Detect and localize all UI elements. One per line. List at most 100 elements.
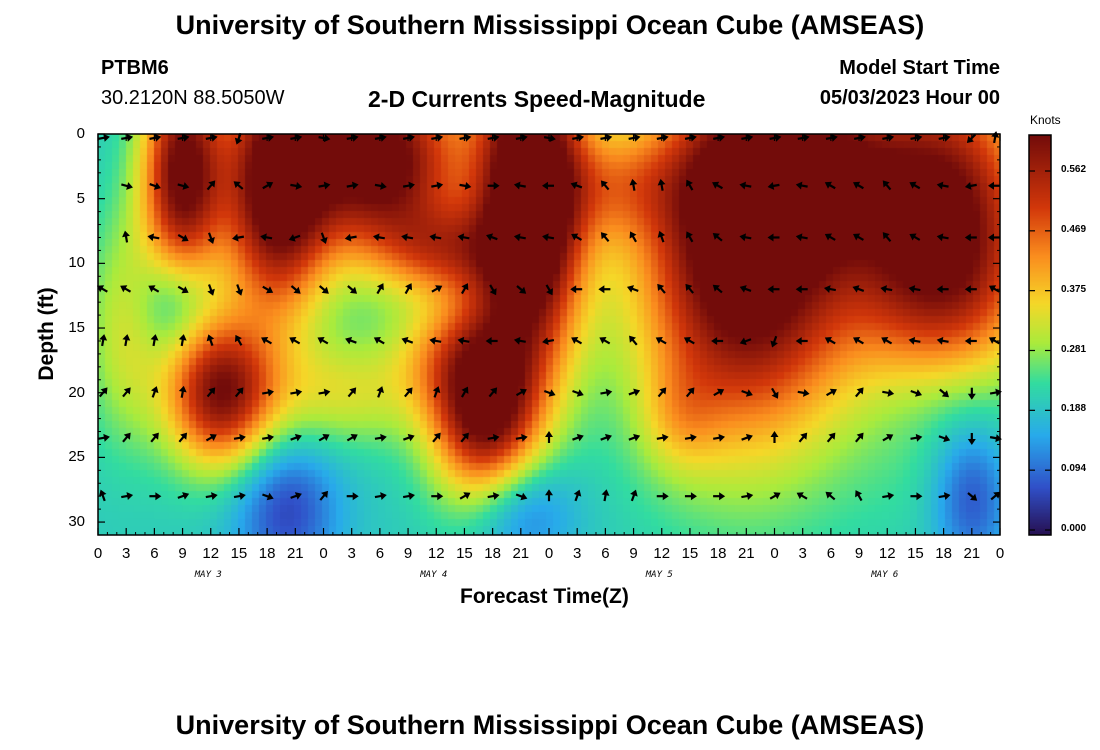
current-arrow [770, 430, 779, 443]
current-arrow [97, 133, 110, 142]
current-arrow [936, 336, 949, 345]
current-arrow [796, 492, 808, 500]
current-arrow [769, 133, 782, 142]
current-arrow [431, 133, 444, 142]
current-arrow [489, 284, 497, 296]
current-arrow [711, 336, 724, 345]
current-arrow [515, 492, 528, 501]
current-arrow [739, 337, 752, 346]
current-arrow [601, 489, 610, 502]
current-arrow [825, 491, 836, 501]
current-arrow [852, 285, 865, 293]
plot-frame [97, 133, 1001, 536]
current-arrow [882, 180, 892, 191]
current-arrow [402, 181, 415, 190]
current-arrow [964, 181, 977, 190]
x-tick-label: 0 [544, 545, 554, 562]
current-arrow [122, 334, 131, 347]
chart-title: 2-D Currents Speed-Magnitude [368, 86, 706, 112]
current-arrow [121, 133, 134, 142]
current-arrow [177, 234, 189, 242]
current-arrow [429, 233, 442, 242]
x-tick-label: 0 [995, 545, 1005, 562]
current-arrow [233, 433, 246, 442]
current-arrow [487, 492, 500, 500]
current-arrow [487, 181, 500, 190]
current-arrow [628, 433, 641, 442]
x-tick-label: 18 [484, 545, 501, 562]
current-arrow [712, 284, 723, 294]
current-arrow [431, 492, 444, 501]
current-arrow [344, 233, 357, 242]
current-arrow [487, 433, 500, 442]
current-arrow [346, 492, 359, 501]
current-arrow [882, 388, 895, 397]
current-arrow [457, 233, 470, 242]
current-arrow [909, 233, 921, 241]
current-arrow [989, 388, 1002, 397]
day-label: MAY 4 [420, 570, 448, 580]
current-arrow [347, 285, 358, 294]
current-arrow [262, 181, 274, 190]
current-arrow [542, 337, 555, 346]
current-arrow [545, 284, 553, 296]
current-arrow [205, 492, 218, 500]
x-tick-label: 21 [737, 545, 755, 562]
current-arrow [376, 283, 384, 295]
current-arrow [685, 387, 695, 398]
station-name: PTBM6 [101, 57, 169, 79]
current-arrow [373, 337, 385, 345]
current-arrow [630, 489, 638, 502]
colorbar-tick-label: 0.375 [1061, 283, 1087, 295]
x-tick-label: 3 [122, 545, 131, 562]
current-arrow [404, 387, 413, 398]
current-arrow [460, 386, 469, 398]
current-arrow [657, 283, 666, 294]
current-arrow [431, 181, 444, 190]
current-arrow [988, 285, 1000, 293]
current-arrow [572, 133, 585, 142]
current-arrow [910, 492, 923, 501]
current-arrow [825, 133, 838, 142]
current-arrow [797, 388, 810, 397]
current-arrow [988, 181, 1000, 190]
current-arrow [628, 133, 641, 142]
current-arrow [826, 432, 836, 443]
current-arrow [372, 233, 385, 242]
current-arrow [936, 233, 949, 242]
current-arrow [741, 133, 754, 142]
current-arrow [938, 492, 951, 500]
colorbar-tick-label: 0.469 [1061, 223, 1087, 235]
current-arrow [513, 336, 526, 345]
current-arrow [150, 386, 159, 398]
speed-heatmap [98, 134, 1000, 535]
x-tick-label: 6 [826, 545, 836, 562]
current-arrow [964, 233, 977, 242]
current-arrow [966, 133, 977, 143]
current-arrow [318, 134, 331, 143]
colorbar-tick-label: 0.281 [1061, 343, 1087, 355]
current-arrow [573, 489, 582, 502]
current-arrow [206, 387, 216, 398]
current-arrow [855, 387, 864, 398]
x-tick-label: 18 [935, 545, 952, 562]
x-tick-label: 3 [573, 545, 582, 562]
current-arrow [767, 233, 780, 242]
y-tick-label: 15 [68, 319, 85, 337]
current-arrow [988, 337, 1000, 345]
current-arrow [545, 489, 553, 502]
footer-title: University of Southern Mississippi Ocean… [175, 710, 925, 740]
x-tick-label: 21 [286, 545, 304, 562]
current-arrow [910, 389, 923, 397]
x-tick-label: 12 [202, 545, 220, 562]
x-tick-label: 0 [93, 545, 103, 562]
x-tick-label: 15 [456, 545, 473, 562]
current-arrow [571, 233, 583, 241]
current-arrow [600, 388, 613, 397]
y-tick-label: 20 [68, 383, 85, 401]
current-arrow [234, 334, 243, 346]
current-arrow [459, 133, 472, 142]
current-arrow [262, 492, 274, 501]
current-arrow [853, 133, 866, 142]
